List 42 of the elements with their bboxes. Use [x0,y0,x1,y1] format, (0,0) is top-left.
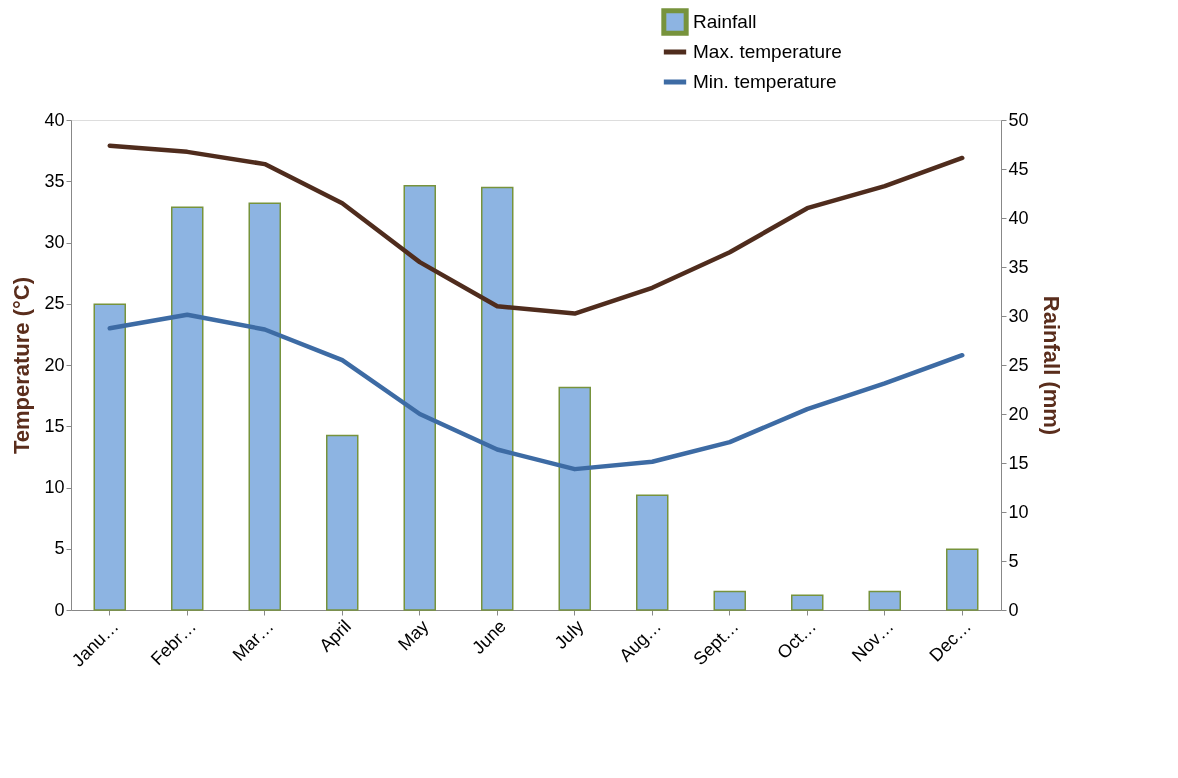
y-tick-label: 40 [44,109,65,130]
legend-label: Rainfall [693,11,757,32]
bar [326,434,359,611]
bar [791,594,824,611]
x-tick-label: Oct… [773,616,820,663]
y2-tick-label: 10 [1008,501,1029,522]
line-series [107,143,965,316]
y-tick-label: 10 [44,477,65,497]
y-axis-title: Temperature (°C) [9,276,35,455]
bar [93,303,126,611]
y-tick-label: 25 [44,293,65,314]
y-tick-label: 30 [44,232,65,252]
y-tick-label: 15 [44,415,65,436]
line-series [107,312,965,472]
y2-axis-title: Rainfall (mm) [1038,295,1064,436]
y2-tick-label: 15 [1008,452,1029,473]
x-tick-label: July [550,616,588,653]
bar [481,186,514,611]
y2-tick-label: 25 [1008,354,1029,375]
y-tick-label: 5 [54,538,65,559]
bar [636,494,669,611]
y2-tick-label: 20 [1008,403,1029,424]
y2-tick-label: 50 [1008,109,1029,130]
legend-label: Max. temperature [693,41,842,62]
y2-tick-label: 45 [1008,158,1029,179]
y2-tick-label: 30 [1008,305,1029,326]
y2-tick-label: 40 [1008,207,1029,228]
bar [713,590,746,611]
y2-tick-label: 5 [1008,550,1019,571]
y2-tick-label: 0 [1008,599,1019,620]
x-tick-label: May [394,616,433,655]
bar [248,202,281,611]
legend-label: Min. temperature [693,71,837,92]
bar [558,386,591,611]
bar [946,548,979,611]
bar [868,590,901,611]
bar [403,184,436,611]
y2-tick-label: 35 [1008,256,1029,277]
y-tick-label: 0 [54,599,65,620]
y-tick-label: 35 [44,170,65,191]
y-tick-label: 20 [44,354,65,375]
bar [171,206,204,611]
